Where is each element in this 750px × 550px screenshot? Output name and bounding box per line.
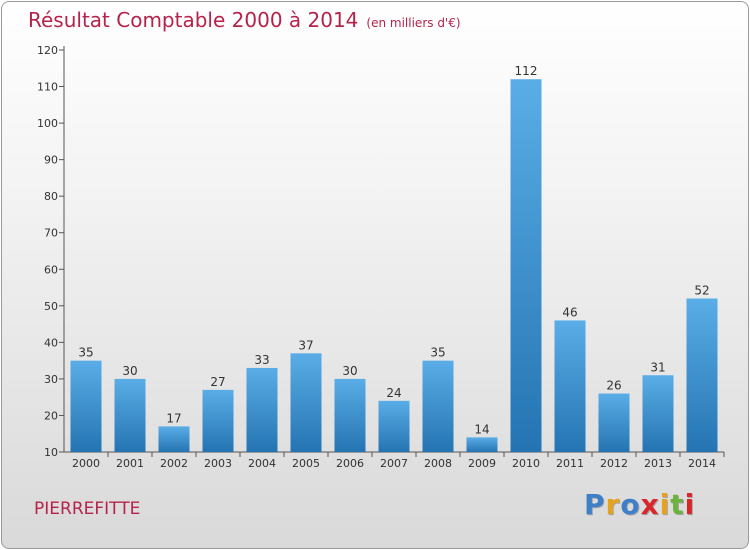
- bar-2014: [686, 298, 718, 452]
- x-tick-label: 2007: [380, 457, 408, 470]
- bar-2007: [378, 400, 410, 452]
- x-tick-label: 2003: [204, 457, 232, 470]
- data-label: 30: [122, 364, 137, 378]
- chart-unit: (en milliers d'€): [366, 16, 461, 30]
- x-tick-label: 2000: [72, 457, 100, 470]
- y-tick-label: 100: [37, 117, 58, 130]
- y-tick-label: 80: [44, 190, 58, 203]
- logo-letter: r: [605, 488, 621, 521]
- data-label: 33: [254, 353, 269, 367]
- logo-letter: x: [640, 488, 660, 521]
- x-tick-label: 2006: [336, 457, 364, 470]
- y-tick-label: 40: [44, 336, 58, 349]
- bar-2009: [466, 437, 498, 452]
- chart-title: Résultat Comptable 2000 à 2014 (en millie…: [28, 8, 461, 32]
- y-tick-label: 90: [44, 154, 58, 167]
- bar-2000: [70, 360, 102, 452]
- x-tick-label: 2014: [688, 457, 716, 470]
- x-tick-label: 2012: [600, 457, 628, 470]
- x-tick-label: 2002: [160, 457, 188, 470]
- bar-2008: [422, 360, 454, 452]
- x-tick-label: 2005: [292, 457, 320, 470]
- bar-2010: [510, 79, 542, 453]
- logo-letter: t: [670, 488, 685, 521]
- y-tick-label: 120: [37, 44, 58, 57]
- x-tick-label: 2004: [248, 457, 276, 470]
- proxiti-logo: Proxiti: [584, 488, 695, 521]
- x-tick-label: 2013: [644, 457, 672, 470]
- data-label: 35: [430, 346, 445, 360]
- data-label: 37: [298, 338, 313, 352]
- y-tick-label: 70: [44, 227, 58, 240]
- logo-letter: i: [659, 488, 671, 521]
- logo-letter: i: [684, 488, 696, 521]
- data-label: 27: [210, 375, 225, 389]
- data-label: 24: [386, 386, 401, 400]
- y-tick-label: 30: [44, 373, 58, 386]
- x-tick-label: 2001: [116, 457, 144, 470]
- bars: 35 30 17 27 33 37 30 24 35 14 112 46 26 31 52: [70, 64, 718, 453]
- data-label: 26: [606, 379, 621, 393]
- logo-letter: o: [620, 488, 641, 521]
- bar-2004: [246, 367, 278, 452]
- data-label: 52: [694, 284, 709, 298]
- y-tick-label: 60: [44, 263, 58, 276]
- y-tick-label: 10: [44, 446, 58, 459]
- y-tick-label: 50: [44, 300, 58, 313]
- bar-2011: [554, 320, 586, 452]
- x-tick-label: 2008: [424, 457, 452, 470]
- y-axis: 10 20 30 40 50 60 70 80 90 100 110 120: [37, 44, 65, 459]
- data-label: 31: [650, 360, 665, 374]
- bar-2012: [598, 393, 630, 452]
- bar-2001: [114, 378, 146, 452]
- data-label: 112: [515, 64, 538, 78]
- logo-letter: P: [584, 488, 606, 521]
- bar-2006: [334, 378, 366, 452]
- y-tick-label: 110: [37, 81, 58, 94]
- bar-2002: [158, 426, 190, 452]
- x-axis: 2000 2001 2002 2003 2004 2005 2006 2007 2008 2009…: [64, 451, 725, 470]
- bar-2003: [202, 389, 234, 452]
- y-tick-label: 20: [44, 409, 58, 422]
- city-name: PIERREFITTE: [34, 499, 141, 519]
- x-tick-label: 2009: [468, 457, 496, 470]
- data-label: 35: [78, 346, 93, 360]
- x-tick-label: 2010: [512, 457, 540, 470]
- data-label: 30: [342, 364, 357, 378]
- bar-2013: [642, 375, 674, 452]
- data-label: 17: [166, 411, 181, 425]
- data-label: 46: [562, 305, 577, 319]
- data-label: 14: [474, 422, 489, 436]
- chart-title-text: Résultat Comptable 2000 à 2014: [28, 8, 359, 32]
- bar-2005: [290, 353, 322, 452]
- x-tick-label: 2011: [556, 457, 584, 470]
